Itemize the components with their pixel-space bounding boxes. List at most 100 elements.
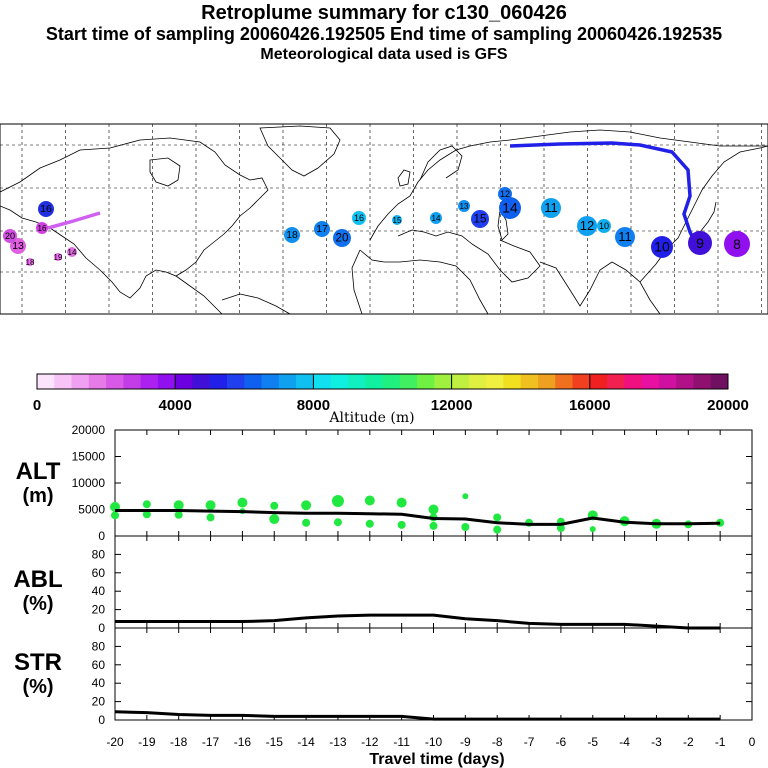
sampling-time-line: Start time of sampling 20060426.192505 E… <box>45 24 723 44</box>
plume-marker-15 <box>499 197 521 219</box>
colorbar-cell-7 <box>157 374 176 389</box>
plume-marker-label-12: 14 <box>432 214 441 223</box>
plume-marker-5 <box>54 253 62 261</box>
x-tick--14: -14 <box>297 735 315 749</box>
colorbar-cell-6 <box>140 374 159 389</box>
plume-marker-label-9: 20 <box>335 232 349 245</box>
colorbar-cell-13 <box>261 374 280 389</box>
colorbar-cell-12 <box>244 374 263 389</box>
colorbar-cell-22 <box>417 374 435 389</box>
abl-ytick-40: 40 <box>92 584 106 598</box>
plume-marker-label-23: 8 <box>733 236 741 252</box>
x-tick--9: -9 <box>460 735 471 749</box>
plume-marker-label-21: 10 <box>654 238 670 254</box>
alt-ytick-15000: 15000 <box>72 450 106 464</box>
coastline-caspian <box>497 208 509 241</box>
x-axis-ticks: -20 -19 -18 -17 -16 -15 -14 -13 -12 -11 -10 -9 -8 -7-… <box>106 735 755 749</box>
plume-marker-label-10: 16 <box>354 213 364 223</box>
plume-marker-3 <box>67 247 77 257</box>
colorbar-cell-34 <box>624 374 643 389</box>
plume-marker-8 <box>314 221 330 237</box>
x-tick--12: -12 <box>361 735 379 749</box>
x-axis-label: Travel time (days) <box>369 751 504 768</box>
str-ytick-40: 40 <box>92 676 106 690</box>
plume-marker-20 <box>615 227 635 247</box>
alt-unit: (m) <box>22 485 53 507</box>
colorbar-frame <box>36 373 729 390</box>
str-line <box>114 710 721 721</box>
abl-ytick-60: 60 <box>92 566 106 580</box>
plume-marker-label-20: 11 <box>618 229 632 244</box>
colorbar-cell-18 <box>347 374 366 389</box>
colorbar-cell-30 <box>555 374 574 389</box>
plume-marker-0 <box>38 201 54 217</box>
alt-dot-13 <box>302 518 311 527</box>
plume-marker-label-14: 12 <box>500 189 510 199</box>
colorbar-cell-16 <box>313 374 332 389</box>
colorbar-cell-35 <box>641 374 660 389</box>
x-tick--7: -7 <box>524 735 535 749</box>
plume-marker-label-19: 10 <box>599 221 609 231</box>
coastline-india <box>539 261 613 307</box>
abl-ytick-80: 80 <box>92 547 106 561</box>
plume-marker-label-18: 12 <box>580 218 594 233</box>
coastline-central-america <box>175 275 223 315</box>
trajectory-path <box>47 141 698 245</box>
alt-dot-12 <box>301 500 312 511</box>
alt-dot-5 <box>174 510 183 519</box>
x-tick--4: -4 <box>619 735 630 749</box>
colorbar-tick-16000: 16000 <box>569 397 611 414</box>
x-tick--11: -11 <box>393 735 410 749</box>
abl-ytick-0: 0 <box>98 621 105 635</box>
trajectory-line-pacific <box>47 211 101 230</box>
str-ytick-20: 20 <box>92 695 106 709</box>
plume-marker-label-15: 14 <box>502 199 518 215</box>
str-frame <box>114 627 753 721</box>
coastline-scandinavia <box>419 145 463 181</box>
colorbar-cell-10 <box>209 374 228 389</box>
plume-marker-9 <box>333 229 351 247</box>
colorbar-cell-8 <box>175 374 193 389</box>
plume-marker-19 <box>597 219 611 233</box>
plume-marker-18 <box>577 216 597 236</box>
colorbar-label: Altitude (m) <box>328 410 414 426</box>
x-tick--18: -18 <box>170 735 188 749</box>
plume-marker-4 <box>26 258 34 266</box>
plume-marker-label-11: 15 <box>393 216 402 225</box>
colorbar-cell-31 <box>572 374 591 389</box>
colorbar-tick-12000: 12000 <box>431 397 473 414</box>
alt-mean-line <box>115 509 721 526</box>
alt-dot-22 <box>429 521 438 530</box>
alt-dot-19 <box>397 520 406 529</box>
alt-dot-4 <box>173 500 184 511</box>
plume-marker-1 <box>36 222 48 234</box>
plume-marker-label-7: 18 <box>286 230 298 241</box>
colorbar-cell-25 <box>468 374 487 389</box>
x-tick--10: -10 <box>425 735 443 749</box>
colorbar-cell-33 <box>607 374 625 389</box>
coastline-japan <box>699 201 717 233</box>
alt-dot-26 <box>493 525 502 534</box>
colorbar-cell-9 <box>192 374 211 389</box>
abl-panel: 80 60 40 20 0 <box>92 535 753 635</box>
alt-dot-7 <box>206 513 215 522</box>
colorbar-cell-2 <box>71 374 90 389</box>
str-ytick-60: 60 <box>92 658 106 672</box>
abl-ytick-20: 20 <box>92 603 106 617</box>
alt-dot-31 <box>589 526 596 533</box>
alt-dot-18 <box>396 497 407 508</box>
alt-dot-10 <box>270 501 279 510</box>
plume-marker-label-5: 19 <box>54 253 63 262</box>
colorbar-cell-17 <box>330 374 349 389</box>
x-tick--15: -15 <box>266 735 284 749</box>
colorbar-tick-20000: 20000 <box>707 397 749 414</box>
coastline-north-america <box>0 137 269 299</box>
coastline-siberia <box>509 129 768 147</box>
plume-marker-22 <box>688 231 712 255</box>
str-ytick-80: 80 <box>92 639 106 653</box>
x-tick--3: -3 <box>651 735 662 749</box>
x-tick--2: -2 <box>683 735 694 749</box>
plume-marker-label-2: 13 <box>12 241 24 252</box>
alt-dot-6 <box>205 500 216 511</box>
